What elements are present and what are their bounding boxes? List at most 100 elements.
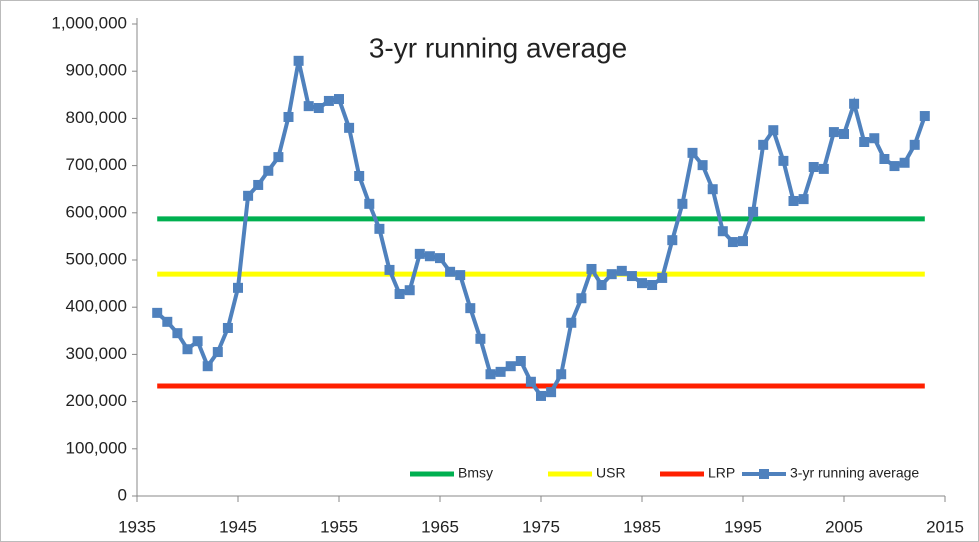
marker bbox=[182, 344, 193, 355]
marker bbox=[334, 94, 344, 105]
y-tick-label: 600,000 bbox=[66, 202, 127, 221]
x-tick-label: 1955 bbox=[320, 517, 358, 536]
y-tick-label: 0 bbox=[118, 485, 127, 504]
legend-label: LRP bbox=[708, 465, 735, 481]
y-tick-label: 500,000 bbox=[66, 249, 127, 268]
marker bbox=[152, 307, 163, 318]
x-tick-label: 1965 bbox=[421, 517, 459, 536]
marker bbox=[394, 288, 405, 299]
marker bbox=[293, 55, 304, 66]
marker bbox=[344, 122, 355, 133]
marker bbox=[707, 184, 718, 195]
marker bbox=[889, 161, 900, 172]
marker bbox=[515, 356, 526, 367]
marker bbox=[505, 361, 516, 372]
marker bbox=[222, 322, 233, 333]
marker bbox=[243, 190, 254, 201]
marker bbox=[556, 369, 567, 380]
marker bbox=[879, 153, 890, 164]
legend-label: Bmsy bbox=[458, 465, 493, 481]
marker bbox=[869, 133, 880, 144]
marker bbox=[576, 293, 587, 304]
marker bbox=[798, 194, 809, 205]
marker bbox=[424, 251, 435, 262]
marker bbox=[212, 347, 223, 358]
marker bbox=[485, 369, 496, 380]
marker bbox=[202, 361, 213, 372]
x-tick-label: 1985 bbox=[623, 517, 661, 536]
x-tick-label: 1945 bbox=[219, 517, 257, 536]
marker bbox=[384, 264, 395, 275]
marker bbox=[162, 316, 173, 327]
y-tick-label: 800,000 bbox=[66, 108, 127, 127]
marker bbox=[758, 139, 769, 150]
marker bbox=[657, 272, 668, 283]
marker bbox=[616, 265, 627, 276]
marker bbox=[808, 162, 819, 173]
marker bbox=[263, 165, 274, 176]
marker bbox=[677, 198, 688, 209]
marker bbox=[899, 157, 910, 168]
marker bbox=[647, 280, 658, 291]
marker bbox=[667, 235, 678, 246]
marker bbox=[536, 390, 546, 401]
x-tick-label: 1935 bbox=[118, 517, 156, 536]
legend-marker bbox=[759, 469, 769, 479]
y-tick-label: 200,000 bbox=[66, 391, 127, 410]
marker bbox=[738, 236, 748, 247]
marker bbox=[172, 328, 183, 339]
marker bbox=[525, 376, 536, 387]
marker bbox=[414, 248, 425, 259]
marker bbox=[717, 226, 728, 237]
marker bbox=[859, 137, 870, 147]
y-tick-label: 900,000 bbox=[66, 61, 127, 80]
y-tick-label: 1,000,000 bbox=[51, 13, 127, 32]
marker bbox=[465, 303, 476, 314]
marker bbox=[748, 206, 759, 217]
marker bbox=[788, 196, 799, 206]
marker bbox=[192, 336, 203, 347]
marker bbox=[475, 333, 486, 344]
legend-label: 3-yr running average bbox=[790, 465, 919, 481]
y-tick-label: 300,000 bbox=[66, 344, 127, 363]
marker bbox=[727, 237, 738, 248]
marker bbox=[828, 127, 839, 138]
x-tick-label: 1995 bbox=[724, 517, 762, 536]
marker bbox=[546, 387, 557, 398]
marker bbox=[283, 111, 294, 122]
marker bbox=[596, 280, 607, 291]
marker bbox=[849, 98, 860, 109]
marker bbox=[586, 263, 597, 274]
marker bbox=[818, 163, 829, 174]
marker bbox=[839, 128, 849, 139]
marker bbox=[626, 271, 637, 282]
marker bbox=[435, 253, 445, 264]
marker bbox=[637, 278, 647, 289]
marker bbox=[273, 152, 284, 163]
marker bbox=[495, 366, 506, 377]
legend-label: USR bbox=[596, 465, 626, 481]
marker bbox=[455, 270, 466, 281]
y-tick-label: 400,000 bbox=[66, 297, 127, 316]
marker bbox=[303, 101, 314, 112]
marker bbox=[233, 282, 243, 293]
marker bbox=[778, 155, 789, 166]
marker bbox=[606, 269, 617, 280]
marker bbox=[919, 111, 930, 122]
marker bbox=[768, 125, 779, 136]
marker bbox=[404, 285, 415, 296]
marker bbox=[697, 160, 708, 171]
y-tick-label: 700,000 bbox=[66, 155, 127, 174]
x-tick-label: 1975 bbox=[522, 517, 560, 536]
x-tick-label: 2015 bbox=[926, 517, 964, 536]
marker bbox=[354, 170, 365, 181]
x-tick-label: 2005 bbox=[825, 517, 863, 536]
y-tick-label: 100,000 bbox=[66, 438, 127, 457]
marker bbox=[445, 266, 456, 277]
marker bbox=[313, 103, 324, 114]
marker bbox=[323, 95, 334, 106]
marker bbox=[909, 139, 920, 150]
marker bbox=[374, 223, 385, 234]
